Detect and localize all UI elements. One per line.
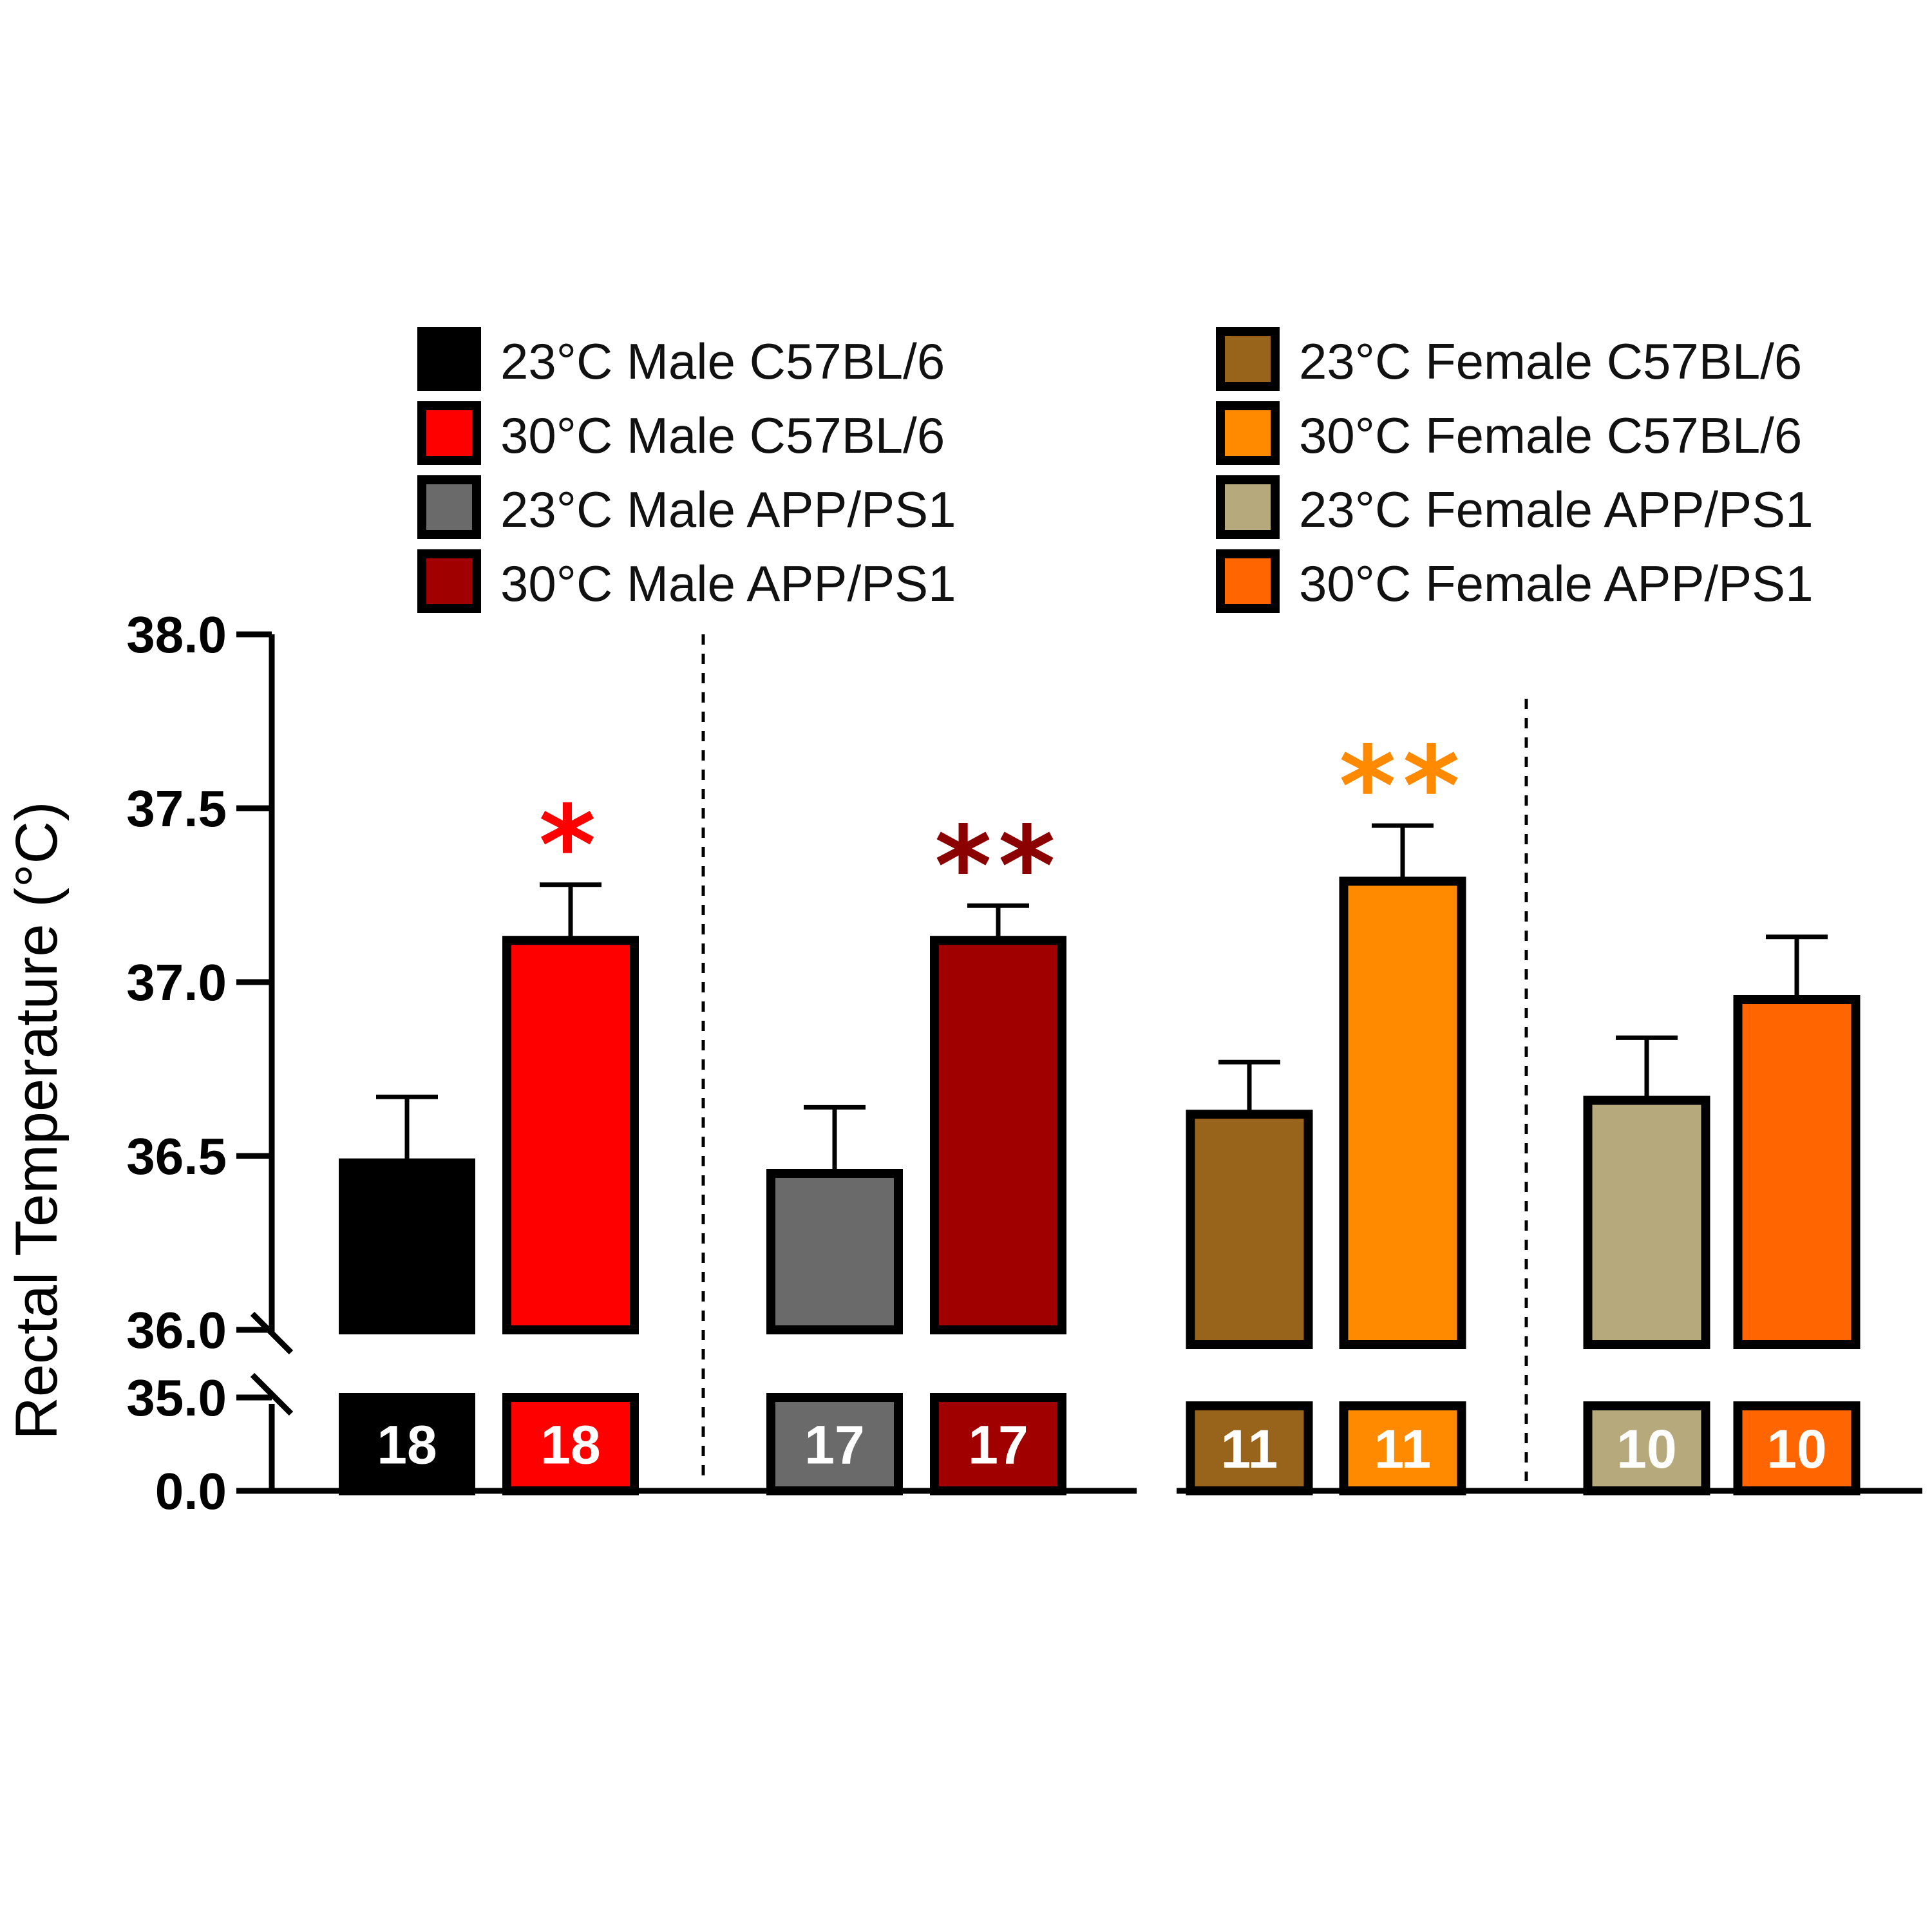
legend-label: 30°C Male C57BL/6 — [500, 407, 945, 464]
legend-label: 23°C Female APP/PS1 — [1299, 481, 1814, 538]
axis-break-mark — [250, 1372, 294, 1416]
legend-swatch — [1216, 327, 1280, 391]
y-tick-label: 38.0 — [126, 606, 227, 663]
bar-lower-segment — [766, 1393, 903, 1495]
bar-lower-segment — [502, 1393, 639, 1495]
legend-label: 23°C Female C57BL/6 — [1299, 333, 1802, 390]
y-tick-label: 36.5 — [126, 1128, 227, 1185]
legend-label: 23°C Male APP/PS1 — [500, 481, 956, 538]
legend-label: 23°C Male C57BL/6 — [500, 333, 945, 390]
sample-size-label: 10 — [1766, 1419, 1826, 1479]
bar-lower-segment — [1339, 1401, 1466, 1495]
bars: 18 18 * 17 17 ** 11 11 ** 10 10 — [339, 723, 1861, 1495]
legend-swatch — [417, 475, 481, 539]
sample-size-label: 11 — [1374, 1419, 1432, 1479]
significance-marker: ** — [934, 803, 1062, 931]
legend-swatch — [417, 549, 481, 613]
sample-size-label: 11 — [1221, 1419, 1278, 1479]
bar — [766, 1169, 903, 1334]
axis-break-mark — [250, 1311, 294, 1355]
significance-marker: ** — [1339, 723, 1466, 851]
legend-swatch — [417, 401, 481, 465]
bar — [930, 936, 1066, 1334]
bar-lower-segment — [1583, 1401, 1710, 1495]
legend-label: 30°C Female APP/PS1 — [1299, 555, 1814, 612]
bar — [1583, 1095, 1710, 1349]
y-axis-label: Rectal Temperature (°C) — [4, 801, 70, 1439]
bar-lower-segment — [1733, 1401, 1861, 1495]
legend-label: 30°C Male APP/PS1 — [500, 555, 956, 612]
sample-size-label: 18 — [377, 1415, 437, 1475]
bar-lower-segment — [339, 1393, 475, 1495]
y-tick-label: 36.0 — [126, 1302, 227, 1359]
bar — [1339, 876, 1466, 1349]
sample-size-label: 10 — [1616, 1419, 1676, 1479]
legend: 23°C Male C57BL/6 30°C Male C57BL/6 23°C M… — [417, 327, 1814, 613]
legend-swatch — [417, 327, 481, 391]
sample-size-label: 17 — [968, 1415, 1028, 1475]
bar-lower-segment — [1186, 1401, 1313, 1495]
bar-lower-segment — [930, 1393, 1066, 1495]
y-tick-label: 35.0 — [126, 1369, 227, 1426]
y-tick-label: 37.5 — [126, 780, 227, 837]
bar — [1186, 1110, 1313, 1349]
legend-swatch — [1216, 401, 1280, 465]
sample-size-label: 18 — [540, 1415, 600, 1475]
bar — [339, 1158, 475, 1335]
y-axis: Rectal Temperature (°C) 36.0 36.5 37.0 37.5… — [4, 606, 1922, 1520]
y-tick-label: 0.0 — [155, 1463, 227, 1520]
legend-label: 30°C Female C57BL/6 — [1299, 407, 1802, 464]
y-tick-label: 37.0 — [126, 954, 227, 1011]
bar — [1733, 995, 1861, 1349]
legend-swatch — [1216, 475, 1280, 539]
bar — [502, 936, 639, 1334]
legend-swatch — [1216, 549, 1280, 613]
significance-marker: * — [539, 782, 603, 910]
sample-size-label: 17 — [804, 1415, 864, 1475]
